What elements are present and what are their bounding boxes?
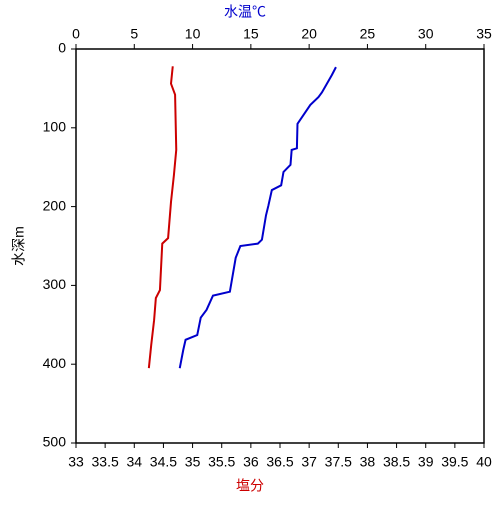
x2-tick-label: 10	[185, 26, 201, 42]
x-tick-label: 37	[301, 454, 317, 470]
x-tick-label: 37.5	[325, 454, 352, 470]
x-tick-label: 34.5	[150, 454, 177, 470]
y-tick-label: 500	[43, 434, 67, 450]
x-tick-label: 34	[126, 454, 142, 470]
y-tick-label: 0	[58, 40, 66, 56]
x2-tick-label: 15	[243, 26, 259, 42]
x-tick-label: 36	[243, 454, 259, 470]
x-axis-label: 塩分	[236, 478, 264, 494]
x2-tick-label: 35	[476, 26, 492, 42]
x-tick-label: 33.5	[92, 454, 119, 470]
y-tick-label: 100	[43, 119, 67, 135]
y-axis-label: 水深m	[11, 226, 27, 266]
x2-axis-label: 水温℃	[224, 4, 266, 20]
x-tick-label: 35.5	[208, 454, 235, 470]
x-tick-label: 38.5	[383, 454, 410, 470]
y-tick-label: 300	[43, 276, 67, 292]
x2-tick-label: 30	[418, 26, 434, 42]
x2-tick-label: 20	[301, 26, 317, 42]
x-tick-label: 35	[185, 454, 201, 470]
y-tick-label: 200	[43, 197, 67, 213]
x-tick-label: 39.5	[441, 454, 468, 470]
profile-line	[178, 66, 337, 369]
y-tick-label: 400	[43, 355, 67, 371]
x2-tick-label: 0	[72, 26, 80, 42]
x-tick-label: 38	[360, 454, 376, 470]
x2-tick-label: 5	[130, 26, 138, 42]
x-tick-label: 33	[68, 454, 84, 470]
plot-frame	[75, 48, 485, 444]
x2-tick-label: 25	[360, 26, 376, 42]
x-tick-label: 40	[476, 454, 492, 470]
x-tick-label: 36.5	[266, 454, 293, 470]
x-tick-label: 39	[418, 454, 434, 470]
profile-line	[147, 66, 178, 369]
